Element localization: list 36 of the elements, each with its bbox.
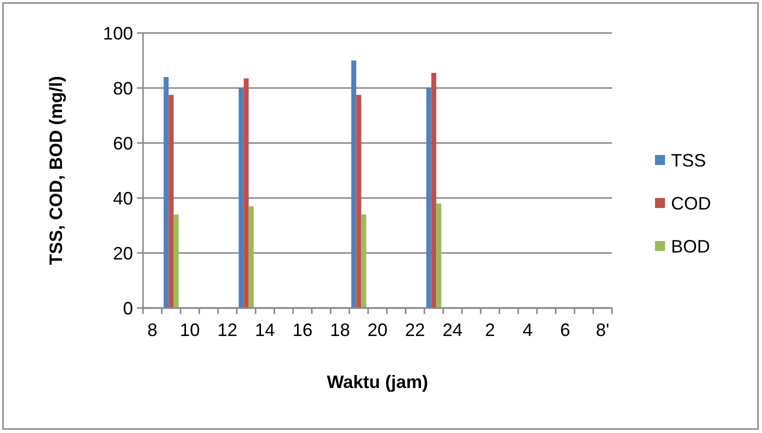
bar	[174, 214, 179, 308]
bar	[164, 77, 169, 308]
x-tick-label: 8'	[596, 320, 610, 340]
x-tick-label: 18	[330, 320, 350, 340]
y-tick-label: 80	[112, 78, 133, 98]
bar	[238, 88, 244, 308]
x-tick-label: 22	[405, 320, 426, 340]
y-tick-label: 100	[102, 23, 133, 44]
legend-label: COD	[671, 193, 711, 214]
bar	[431, 72, 436, 308]
y-axis-title: TSS, COD, BOD (mg/l)	[46, 76, 66, 265]
x-tick-label: 2	[485, 320, 496, 340]
y-tick-label: 40	[112, 188, 133, 208]
y-tick-label: 60	[112, 133, 133, 154]
bar	[168, 94, 174, 308]
bar	[356, 94, 362, 308]
x-axis-title: Waktu (jam)	[326, 372, 428, 392]
legend-label: TSS	[671, 150, 706, 170]
x-tick-label: 12	[217, 320, 238, 340]
x-tick-label: 24	[442, 320, 463, 340]
x-tick-label: 4	[522, 320, 533, 340]
bar	[248, 206, 254, 308]
y-tick-label: 0	[122, 298, 133, 318]
x-tick-label: 20	[367, 320, 388, 340]
x-tick-label: 8	[147, 320, 158, 340]
y-tick-label: 20	[112, 243, 133, 264]
x-tick-label: 14	[254, 320, 275, 340]
x-tick-label: 16	[292, 320, 312, 340]
bar	[426, 88, 432, 308]
x-tick-label: 10	[180, 320, 200, 340]
bar	[244, 78, 249, 308]
bar	[361, 214, 366, 308]
bar	[351, 60, 356, 308]
legend-label: BOD	[671, 236, 710, 256]
x-tick-label: 6	[560, 320, 570, 340]
bar	[436, 204, 442, 308]
